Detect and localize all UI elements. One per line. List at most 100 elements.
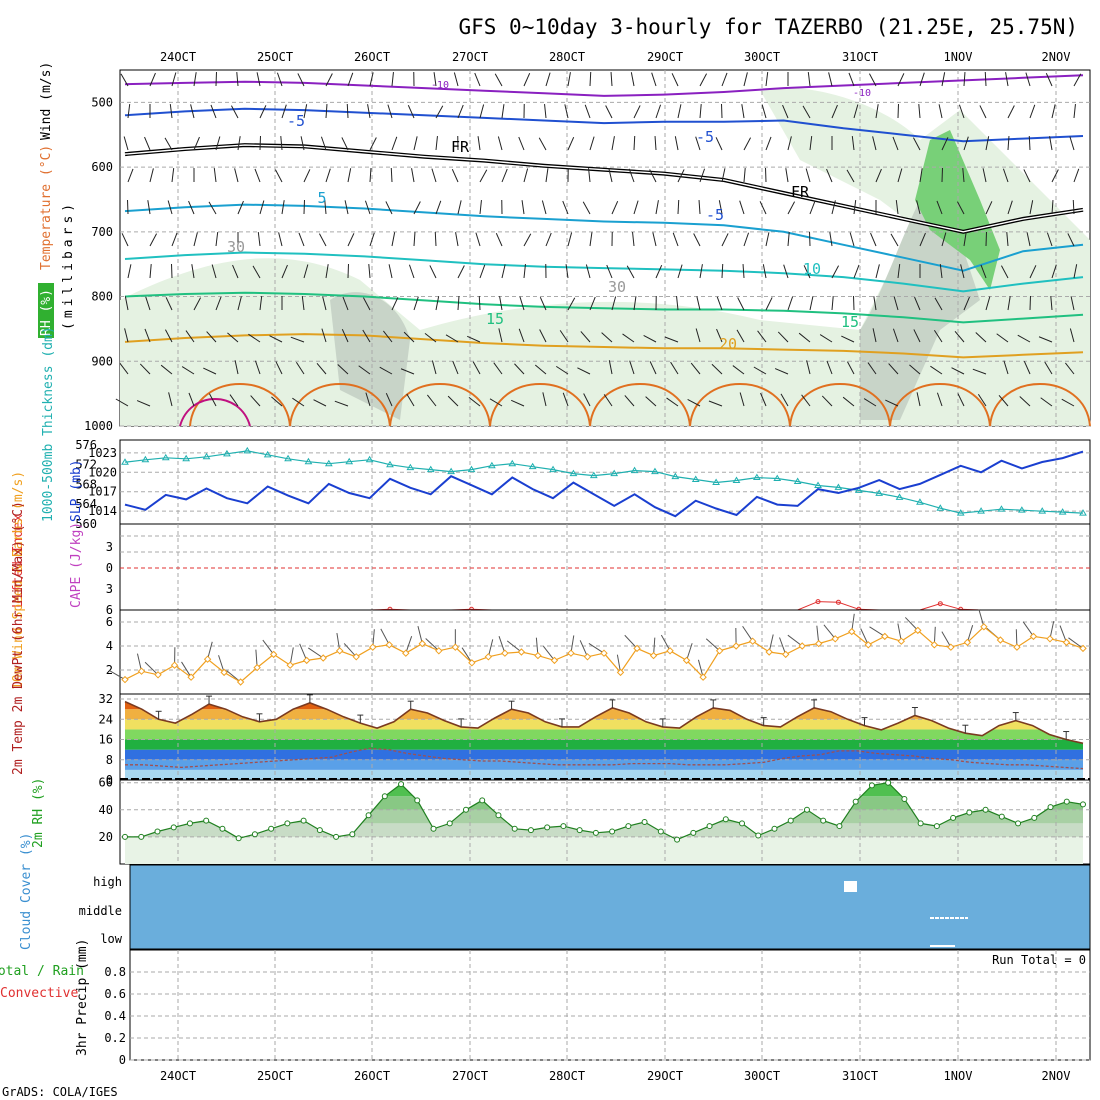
cloud-ylabels: Cloud Cover (%) high middle low bbox=[19, 833, 123, 950]
wind10m-marker bbox=[137, 667, 146, 675]
wind-barb bbox=[963, 71, 966, 87]
wind-barb bbox=[737, 297, 745, 311]
temp-band bbox=[125, 729, 1083, 740]
wind-barb bbox=[424, 332, 437, 343]
wind10m-marker bbox=[154, 671, 162, 679]
wind-barb bbox=[452, 360, 459, 375]
wind-barb bbox=[696, 296, 701, 311]
wind10m-marker bbox=[253, 663, 261, 672]
wind-barb bbox=[739, 200, 745, 215]
rh2m-marker bbox=[836, 823, 843, 830]
wind-barb bbox=[715, 137, 723, 151]
thickness-marker bbox=[284, 454, 292, 462]
thickness-marker bbox=[182, 454, 191, 462]
wind-barb bbox=[651, 72, 657, 87]
wind-barb bbox=[809, 136, 813, 151]
wind-barb bbox=[1029, 265, 1037, 279]
wind-barb bbox=[582, 201, 591, 215]
wind-barb bbox=[534, 364, 547, 375]
thickness-marker bbox=[549, 465, 557, 473]
wind10m-barb bbox=[1022, 621, 1034, 637]
wind-barb bbox=[633, 105, 641, 119]
x-tick-label-top: 26OCT bbox=[354, 50, 390, 64]
wind-barb bbox=[957, 393, 965, 407]
wind-barb bbox=[603, 394, 613, 407]
wind-barb bbox=[250, 395, 261, 407]
wind10m-marker bbox=[881, 632, 889, 641]
y-tick-label: 4 bbox=[106, 639, 113, 653]
wind-barb bbox=[408, 264, 415, 279]
slp-line bbox=[124, 450, 1084, 518]
temp2m-ylabels: 2m Temp 2m DewPt (6hr Min/Max) (°C) bbox=[11, 501, 26, 775]
wind-barb bbox=[567, 137, 575, 151]
wind-barb bbox=[165, 297, 173, 311]
isotherm-25-loop bbox=[489, 383, 591, 427]
rh2m-marker bbox=[430, 825, 437, 832]
wind-barb bbox=[608, 360, 613, 375]
wind-barb bbox=[892, 328, 899, 343]
y-tick-label: 600 bbox=[91, 160, 113, 174]
wind-barb bbox=[851, 136, 855, 151]
wind-barb bbox=[801, 394, 811, 407]
wind-barb bbox=[826, 360, 833, 375]
wind-barb bbox=[230, 105, 239, 119]
wind-barb bbox=[809, 200, 816, 215]
wind-barb bbox=[369, 137, 377, 151]
wind-barb bbox=[271, 396, 283, 407]
precip-convective-label: Convective bbox=[0, 986, 78, 1001]
y-tick-label: 800 bbox=[91, 290, 113, 304]
wind-barb bbox=[325, 264, 329, 279]
thickness-marker bbox=[895, 493, 904, 500]
rh2m-marker bbox=[576, 827, 583, 834]
wind-barb bbox=[545, 232, 552, 247]
wind-barb bbox=[806, 360, 811, 375]
wind-barb bbox=[539, 297, 547, 311]
wind-barb bbox=[1070, 296, 1075, 311]
wind-barb bbox=[144, 328, 151, 343]
thickness-marker bbox=[1017, 506, 1026, 513]
temp2m-label: 2m Temp 2m DewPt (6hr Min/Max) (°C) bbox=[11, 501, 26, 775]
wind-barb bbox=[457, 104, 464, 119]
wind-barb bbox=[721, 72, 728, 87]
wind-barb bbox=[782, 104, 789, 119]
wind-barb bbox=[1050, 296, 1053, 311]
wind-barb bbox=[413, 231, 416, 247]
wind10m-barb bbox=[1059, 625, 1067, 643]
rh2m-marker bbox=[1031, 814, 1038, 821]
wind-barb bbox=[721, 263, 724, 279]
wind10m-marker bbox=[633, 644, 641, 653]
wind10m-barb bbox=[380, 628, 390, 646]
wind-barb bbox=[215, 296, 222, 311]
precip-amount-label: 3hr Precip (mm) bbox=[75, 939, 90, 1056]
wind-barb bbox=[742, 263, 745, 279]
top-x-axis: 24OCT 25OCT 26OCT 27OCT 28OCT 29OCT 30OCT 31OCT… bbox=[160, 50, 1071, 64]
contour-label: -10 bbox=[431, 80, 449, 91]
wind-barb bbox=[565, 264, 569, 279]
wind10m-barb bbox=[498, 636, 506, 654]
contour-label: 10 bbox=[803, 260, 821, 278]
rh2m-marker bbox=[186, 820, 193, 827]
wind-barb bbox=[1007, 296, 1011, 311]
wind10m-marker bbox=[815, 639, 823, 648]
rh2m-marker bbox=[706, 823, 713, 830]
wind10m-barb bbox=[461, 647, 473, 664]
wind-barb bbox=[1045, 73, 1053, 87]
wind10m-barb bbox=[869, 626, 886, 637]
y-tick-label: 20 bbox=[99, 830, 113, 844]
wind-barb bbox=[171, 72, 177, 87]
wind10m-marker bbox=[732, 642, 740, 650]
cloud-row-low: low bbox=[100, 932, 122, 946]
isotherm-line bbox=[124, 291, 1084, 324]
wind-barb bbox=[982, 168, 987, 183]
millibars-label: (millibars) bbox=[61, 200, 76, 330]
wind-barb bbox=[1017, 334, 1031, 343]
wind-barb bbox=[610, 71, 613, 87]
wind10m-barb bbox=[405, 636, 413, 654]
wind-barb bbox=[324, 200, 327, 215]
wind-barb bbox=[120, 73, 129, 87]
wind-barb bbox=[670, 361, 679, 375]
wind-barb bbox=[518, 136, 525, 151]
wind-barb bbox=[1000, 265, 1009, 279]
wind-barb bbox=[939, 264, 943, 279]
wind-barb bbox=[164, 329, 173, 343]
